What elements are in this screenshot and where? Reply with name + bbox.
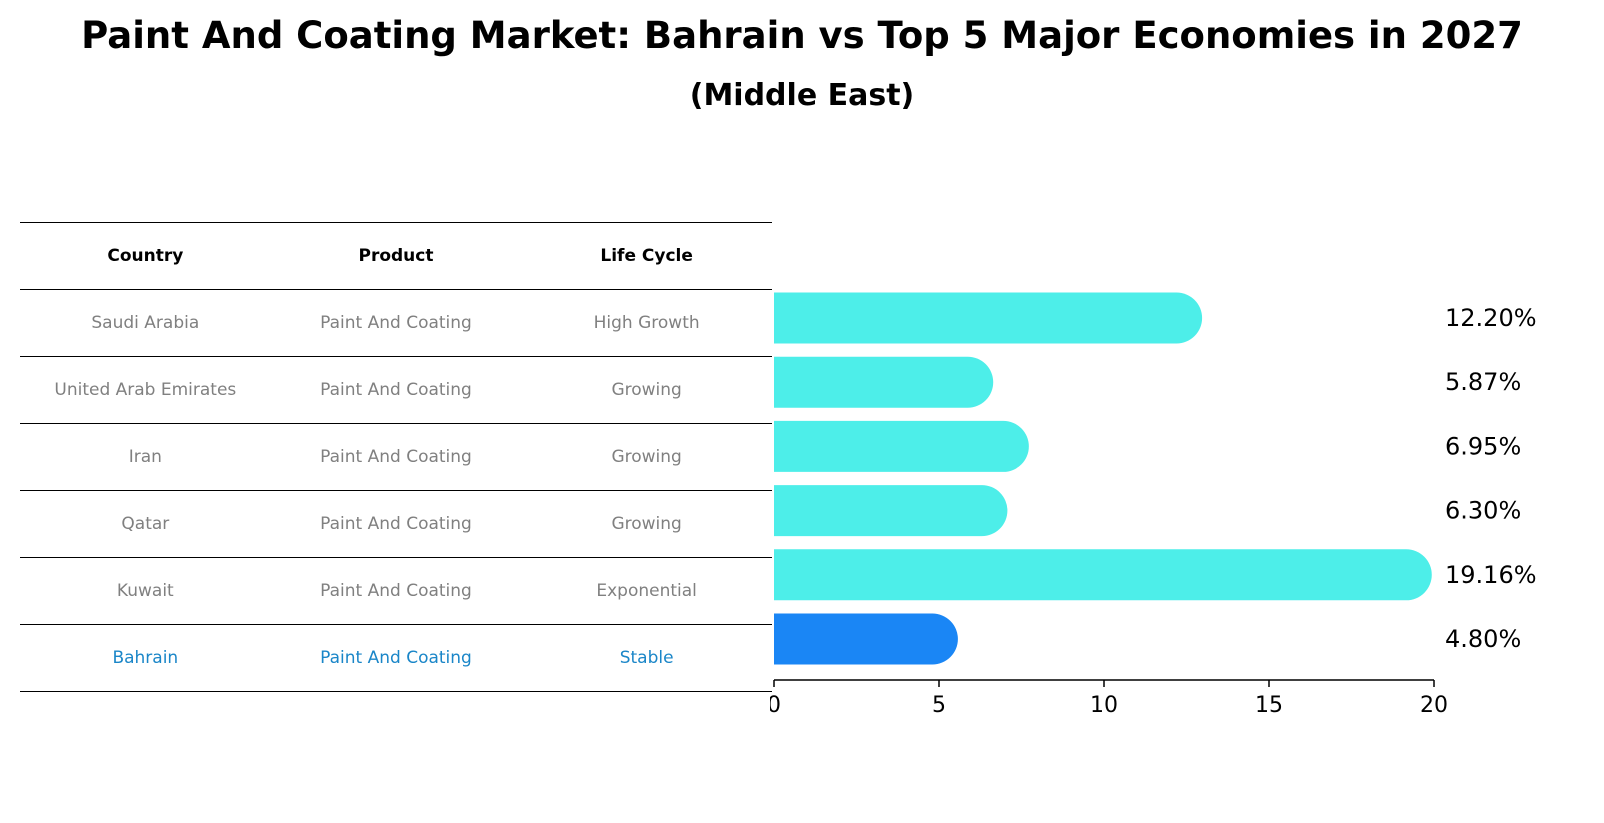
value-label: 4.80% (1445, 625, 1521, 653)
value-label: 6.30% (1445, 497, 1521, 525)
lifecycle-cell: Stable (619, 648, 674, 668)
x-tick-label: 5 (932, 693, 946, 718)
product-cell: Paint And Coating (320, 447, 472, 467)
country-cell: United Arab Emirates (54, 380, 237, 400)
country-cell: Qatar (121, 514, 170, 534)
bar-chart: 12.20% 5.87% 6.95% 6.30% 19.16% 4.80% 0 5 10 15 20 (770, 292, 1537, 718)
product-cell: Paint And Coating (320, 581, 472, 601)
table-row: Iran Paint And Coating Growing (20, 423, 772, 490)
x-tick-label: 10 (1090, 693, 1118, 718)
table-row: Kuwait Paint And Coating Exponential (20, 557, 772, 624)
table-row: United Arab Emirates Paint And Coating G… (20, 356, 772, 423)
value-label: 6.95% (1445, 432, 1521, 460)
lifecycle-cell: Growing (611, 447, 682, 467)
product-cell: Paint And Coating (320, 313, 472, 333)
bar (774, 420, 1029, 472)
product-cell: Paint And Coating (320, 380, 472, 400)
bar (774, 549, 1432, 601)
country-cell: Kuwait (116, 581, 174, 601)
table-header-row: Country Product Life Cycle (20, 222, 772, 289)
lifecycle-cell: Exponential (596, 581, 697, 601)
header-country: Country (107, 246, 184, 266)
x-tick-label: 15 (1255, 693, 1283, 718)
table-row: Saudi Arabia Paint And Coating High Grow… (20, 289, 772, 356)
country-cell: Bahrain (112, 648, 179, 668)
value-label: 5.87% (1445, 368, 1521, 396)
lifecycle-cell: Growing (611, 380, 682, 400)
product-cell: Paint And Coating (320, 514, 472, 534)
value-label: 19.16% (1445, 561, 1537, 589)
country-cell: Saudi Arabia (91, 313, 200, 333)
bar (774, 485, 1008, 537)
header-product: Product (358, 246, 434, 266)
x-tick-label: 0 (770, 693, 781, 718)
header-lifecycle: Life Cycle (600, 246, 693, 266)
x-tick-label: 20 (1420, 693, 1448, 718)
bar (774, 356, 994, 408)
country-cell: Iran (128, 447, 162, 467)
lifecycle-cell: High Growth (593, 313, 700, 333)
market-table: Country Product Life Cycle Saudi Arabia … (20, 222, 772, 692)
table-row-highlight: Bahrain Paint And Coating Stable (20, 624, 772, 692)
value-label: 12.20% (1445, 304, 1537, 332)
bar (774, 613, 958, 665)
product-cell: Paint And Coating (320, 648, 472, 668)
chart-subtitle: (Middle East) (689, 78, 915, 113)
lifecycle-cell: Growing (611, 514, 682, 534)
chart-title: Paint And Coating Market: Bahrain vs Top… (81, 14, 1523, 57)
table-row: Qatar Paint And Coating Growing (20, 490, 772, 557)
bar (774, 292, 1203, 344)
